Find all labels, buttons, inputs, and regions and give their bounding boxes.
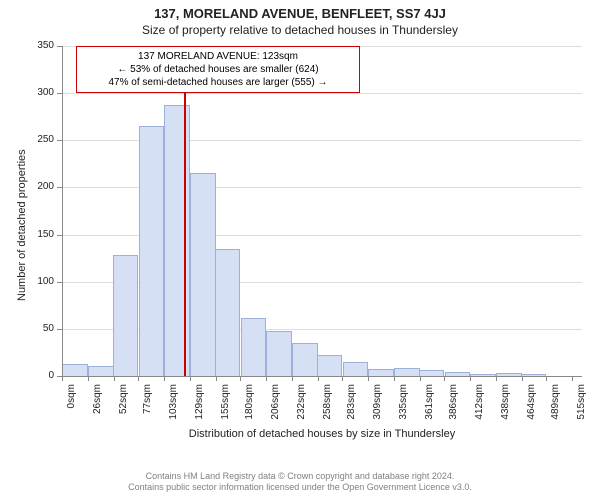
chart-title-sub: Size of property relative to detached ho… bbox=[0, 23, 600, 37]
x-tick-mark bbox=[546, 376, 547, 381]
y-axis-label: Number of detached properties bbox=[16, 149, 28, 301]
histogram-bar bbox=[266, 331, 292, 376]
y-axis-line bbox=[62, 46, 63, 376]
x-tick-label: 335sqm bbox=[398, 384, 409, 434]
info-box-line2: ← 53% of detached houses are smaller (62… bbox=[83, 63, 353, 76]
x-tick-mark bbox=[114, 376, 115, 381]
x-tick-mark bbox=[444, 376, 445, 381]
x-tick-label: 26sqm bbox=[92, 384, 103, 434]
info-box-line1: 137 MORELAND AVENUE: 123sqm bbox=[83, 50, 353, 63]
info-box: 137 MORELAND AVENUE: 123sqm ← 53% of det… bbox=[76, 46, 360, 93]
x-tick-mark bbox=[394, 376, 395, 381]
y-tick-label: 50 bbox=[24, 323, 54, 334]
x-tick-label: 515sqm bbox=[576, 384, 587, 434]
x-tick-label: 464sqm bbox=[526, 384, 537, 434]
x-tick-label: 283sqm bbox=[346, 384, 357, 434]
histogram-bar bbox=[343, 362, 369, 376]
x-tick-mark bbox=[470, 376, 471, 381]
y-tick-label: 0 bbox=[24, 370, 54, 381]
histogram-bar bbox=[190, 173, 216, 376]
y-tick-label: 100 bbox=[24, 276, 54, 287]
x-tick-label: 0sqm bbox=[66, 384, 77, 434]
x-tick-mark bbox=[266, 376, 267, 381]
x-tick-mark bbox=[164, 376, 165, 381]
histogram-bar bbox=[292, 343, 318, 376]
chart-title-main: 137, MORELAND AVENUE, BENFLEET, SS7 4JJ bbox=[0, 0, 600, 21]
info-box-line3: 47% of semi-detached houses are larger (… bbox=[83, 76, 353, 89]
histogram-bar bbox=[62, 364, 88, 376]
histogram-bar bbox=[241, 318, 267, 376]
x-tick-label: 180sqm bbox=[244, 384, 255, 434]
footer-line1: Contains HM Land Registry data © Crown c… bbox=[0, 471, 600, 483]
histogram-bar bbox=[215, 249, 241, 376]
histogram-bar bbox=[164, 105, 190, 376]
x-tick-label: 412sqm bbox=[474, 384, 485, 434]
x-tick-mark bbox=[496, 376, 497, 381]
x-tick-label: 489sqm bbox=[550, 384, 561, 434]
x-tick-label: 232sqm bbox=[296, 384, 307, 434]
x-tick-label: 361sqm bbox=[424, 384, 435, 434]
x-tick-mark bbox=[240, 376, 241, 381]
footer-line2: Contains public sector information licen… bbox=[0, 482, 600, 494]
x-tick-mark bbox=[368, 376, 369, 381]
histogram-bar bbox=[139, 126, 165, 376]
histogram-bar bbox=[88, 366, 114, 376]
grid-line bbox=[62, 93, 582, 94]
x-axis-line bbox=[62, 376, 582, 377]
y-tick-label: 150 bbox=[24, 229, 54, 240]
x-tick-label: 52sqm bbox=[118, 384, 129, 434]
x-tick-label: 155sqm bbox=[220, 384, 231, 434]
x-tick-mark bbox=[216, 376, 217, 381]
x-tick-mark bbox=[318, 376, 319, 381]
x-tick-label: 309sqm bbox=[372, 384, 383, 434]
histogram-bar bbox=[113, 255, 139, 376]
x-tick-mark bbox=[572, 376, 573, 381]
histogram-bar bbox=[317, 355, 343, 376]
histogram-bar bbox=[368, 369, 394, 376]
footer-text: Contains HM Land Registry data © Crown c… bbox=[0, 471, 600, 494]
y-tick-label: 250 bbox=[24, 134, 54, 145]
x-tick-label: 103sqm bbox=[168, 384, 179, 434]
x-tick-mark bbox=[88, 376, 89, 381]
x-tick-label: 386sqm bbox=[448, 384, 459, 434]
x-tick-label: 77sqm bbox=[142, 384, 153, 434]
x-tick-label: 129sqm bbox=[194, 384, 205, 434]
x-tick-label: 438sqm bbox=[500, 384, 511, 434]
x-tick-mark bbox=[138, 376, 139, 381]
property-marker-line bbox=[184, 46, 186, 376]
y-tick-label: 200 bbox=[24, 181, 54, 192]
chart-plot-area: 0501001502002503003500sqm26sqm52sqm77sqm… bbox=[62, 46, 582, 376]
x-tick-mark bbox=[420, 376, 421, 381]
y-tick-label: 350 bbox=[24, 40, 54, 51]
x-axis-label: Distribution of detached houses by size … bbox=[62, 428, 582, 440]
x-tick-label: 206sqm bbox=[270, 384, 281, 434]
x-tick-mark bbox=[190, 376, 191, 381]
histogram-bar bbox=[394, 368, 420, 376]
x-tick-mark bbox=[522, 376, 523, 381]
x-tick-mark bbox=[342, 376, 343, 381]
x-tick-mark bbox=[292, 376, 293, 381]
x-tick-mark bbox=[62, 376, 63, 381]
y-tick-label: 300 bbox=[24, 87, 54, 98]
x-tick-label: 258sqm bbox=[322, 384, 333, 434]
